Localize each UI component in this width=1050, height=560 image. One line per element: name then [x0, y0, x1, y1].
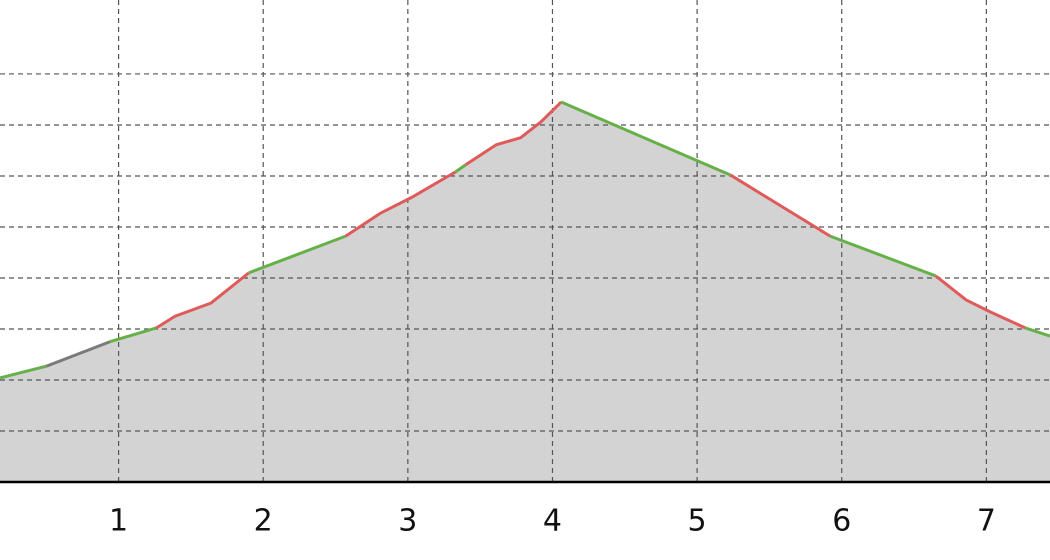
x-tick-label: 6	[832, 504, 851, 539]
area-fill	[465, 100, 562, 483]
profile-line	[934, 274, 1027, 330]
x-tick-label: 1	[109, 504, 128, 539]
area-fill	[455, 163, 467, 483]
x-tick-label: 3	[398, 504, 417, 539]
profile-line	[560, 100, 731, 177]
area-fill	[109, 327, 157, 483]
profile-line	[1024, 326, 1050, 338]
profile-line	[344, 170, 457, 238]
x-tick-label: 2	[254, 504, 273, 539]
x-tick-label: 7	[977, 504, 996, 539]
area-fill	[155, 271, 250, 483]
profile-line	[248, 234, 347, 275]
profile-line	[729, 173, 831, 238]
profile-line	[454, 163, 467, 174]
area-fill	[1024, 327, 1050, 483]
profile-line	[155, 271, 250, 330]
area-fill	[560, 101, 731, 483]
area-fill	[829, 235, 937, 483]
x-tick-label: 4	[543, 504, 562, 539]
area-fill	[345, 171, 457, 483]
profile-line	[45, 340, 111, 368]
area-fill	[0, 365, 47, 483]
area-fill	[729, 174, 831, 483]
profile-line	[0, 364, 47, 380]
profile-line	[109, 326, 157, 344]
profile-line	[464, 100, 563, 167]
profile-line	[829, 234, 937, 278]
x-tick-label: 5	[688, 504, 707, 539]
